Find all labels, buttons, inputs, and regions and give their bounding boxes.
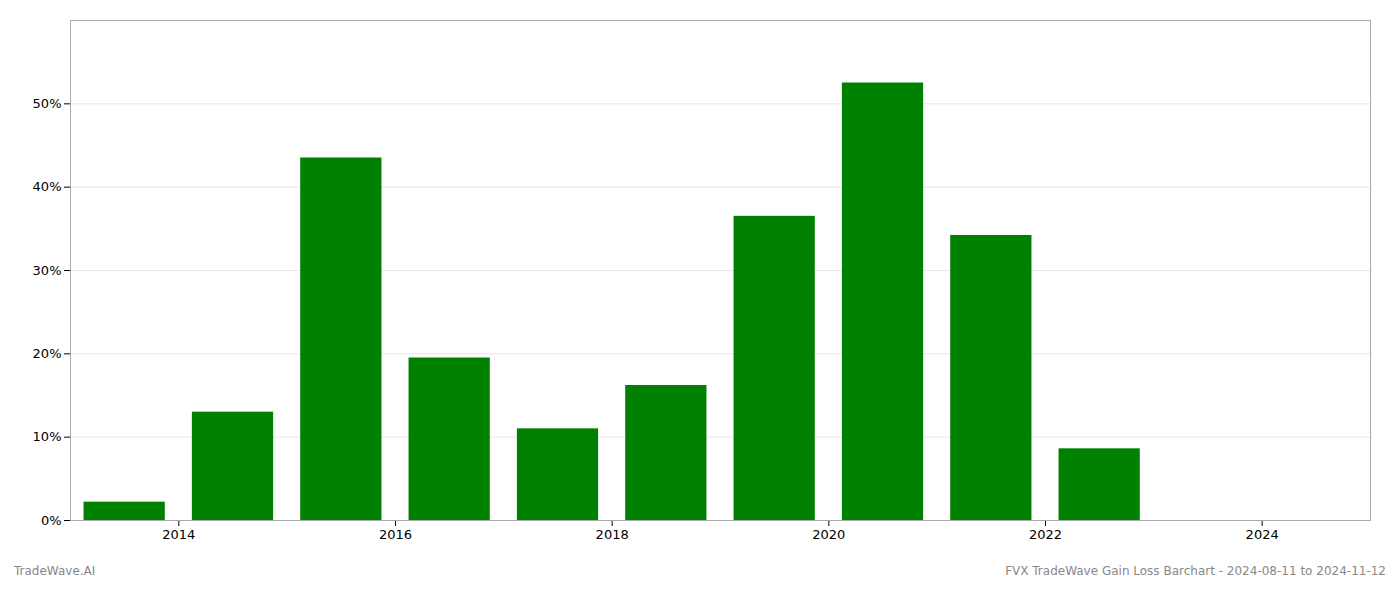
- html-text:TradeWave.AI: TradeWave.AI: [14, 564, 96, 578]
- svg-text:10%: 10%: [33, 429, 62, 444]
- svg-text:2014: 2014: [162, 527, 195, 542]
- svg-text:2024: 2024: [1246, 527, 1279, 542]
- svg-text:0%: 0%: [41, 513, 62, 528]
- svg-text:2016: 2016: [379, 527, 412, 542]
- svg-text:30%: 30%: [33, 263, 62, 278]
- svg-text:20%: 20%: [33, 346, 62, 361]
- svg-text:2018: 2018: [596, 527, 629, 542]
- svg-text:50%: 50%: [33, 96, 62, 111]
- svg-text:2022: 2022: [1029, 527, 1062, 542]
- svg-text:40%: 40%: [33, 179, 62, 194]
- html-text:FVX TradeWave Gain Loss Barcha: FVX TradeWave Gain Loss Barchart - 2024-…: [1005, 564, 1386, 578]
- svg-text:2020: 2020: [812, 527, 845, 542]
